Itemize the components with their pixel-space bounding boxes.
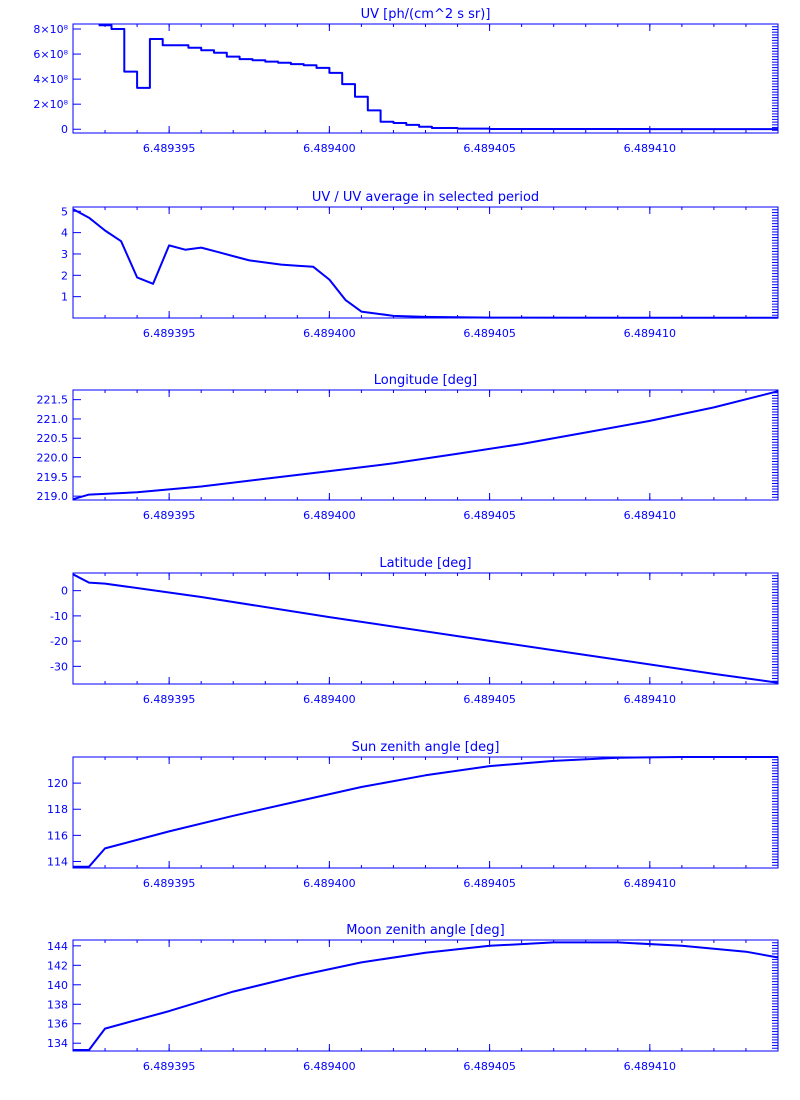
- x-tick-label: 6.489395: [143, 1060, 196, 1073]
- y-tick-label: 6×10⁸: [33, 48, 68, 61]
- y-tick-label: -10: [50, 610, 68, 623]
- chart-title: Moon zenith angle [deg]: [346, 923, 504, 938]
- chart-panel-5: Sun zenith angle [deg] 6.489395 6.489400 6.…: [47, 740, 779, 890]
- chart-panel-6: Moon zenith angle [deg] 6.489395 6.489400 6…: [47, 923, 779, 1073]
- plot-frame: [72, 756, 779, 869]
- x-tick-label: 6.489410: [624, 693, 677, 706]
- chart-panel-4: Latitude [deg] 6.489395 6.489400 6.489405 6.…: [50, 556, 779, 706]
- plot-frame: [72, 389, 779, 501]
- y-tick-label: 1: [61, 291, 68, 304]
- chart-panel-3: Longitude [deg] 6.489395 6.489400 6.489405 6…: [37, 373, 779, 522]
- x-tick-label: 6.489405: [463, 142, 516, 155]
- x-tick-label: 6.489405: [463, 509, 516, 522]
- y-tick-label: 0: [61, 585, 68, 598]
- y-tick-label: 220.5: [37, 432, 69, 445]
- chart-title: Sun zenith angle [deg]: [352, 740, 500, 755]
- x-tick-label: 6.489410: [624, 1060, 677, 1073]
- chart-panel-1: UV [ph/(cm^2 s sr)] 6.489395 6.489400 6.489…: [33, 7, 779, 155]
- chart-title: Latitude [deg]: [379, 556, 471, 571]
- x-tick-label: 6.489400: [303, 142, 356, 155]
- x-tick-label: 6.489405: [463, 693, 516, 706]
- chart-panel-2: UV / UV average in selected period 6.4893…: [61, 190, 779, 340]
- y-tick-label: 3: [61, 248, 68, 261]
- y-tick-label: 120: [47, 777, 68, 790]
- x-tick-label: 6.489410: [624, 509, 677, 522]
- x-tick-label: 6.489405: [463, 877, 516, 890]
- y-tick-label: 2×10⁸: [33, 98, 68, 111]
- chart-title: UV [ph/(cm^2 s sr)]: [361, 7, 491, 22]
- y-tick-label: 114: [47, 855, 68, 868]
- y-tick-label: 134: [47, 1037, 68, 1050]
- y-tick-label: 144: [47, 940, 68, 953]
- plot-frame: [72, 206, 779, 319]
- x-tick-label: 6.489400: [303, 877, 356, 890]
- y-tick-label: 118: [47, 803, 68, 816]
- x-tick-label: 6.489395: [143, 877, 196, 890]
- y-tick-label: 219.5: [37, 471, 69, 484]
- chart-title: Longitude [deg]: [374, 373, 477, 388]
- y-tick-label: 140: [47, 979, 68, 992]
- y-tick-label: 4: [61, 227, 68, 240]
- y-tick-label: 221.5: [37, 394, 69, 407]
- y-tick-label: -30: [50, 660, 68, 673]
- x-tick-label: 6.489410: [624, 142, 677, 155]
- y-tick-label: 136: [47, 1018, 68, 1031]
- series-line: [72, 208, 778, 319]
- series-line: [73, 941, 779, 1051]
- x-tick-label: 6.489405: [463, 327, 516, 340]
- y-tick-label: 142: [47, 959, 68, 972]
- series-line: [72, 390, 779, 501]
- series-line: [98, 24, 778, 131]
- y-tick-label: 8×10⁸: [33, 23, 68, 36]
- x-tick-label: 6.489410: [624, 877, 677, 890]
- y-tick-label: 221.0: [37, 413, 69, 426]
- x-tick-label: 6.489395: [143, 142, 196, 155]
- y-tick-label: 220.0: [37, 452, 69, 465]
- plot-frame: [72, 23, 779, 134]
- x-tick-label: 6.489400: [303, 509, 356, 522]
- x-tick-label: 6.489400: [303, 1060, 356, 1073]
- y-tick-label: 4×10⁸: [33, 73, 68, 86]
- x-tick-label: 6.489410: [624, 327, 677, 340]
- y-tick-label: 219.0: [37, 490, 69, 503]
- y-tick-label: 138: [47, 998, 68, 1011]
- y-tick-label: 2: [61, 269, 68, 282]
- y-tick-label: 0: [61, 123, 68, 136]
- x-tick-label: 6.489405: [463, 1060, 516, 1073]
- x-tick-label: 6.489400: [303, 327, 356, 340]
- x-tick-label: 6.489395: [143, 327, 196, 340]
- series-line: [72, 573, 779, 684]
- x-tick-label: 6.489395: [143, 693, 196, 706]
- x-tick-label: 6.489395: [143, 509, 196, 522]
- chart-title: UV / UV average in selected period: [312, 190, 539, 205]
- y-tick-label: -20: [50, 635, 68, 648]
- y-tick-label: 116: [47, 829, 68, 842]
- y-tick-label: 5: [61, 205, 68, 218]
- x-tick-label: 6.489400: [303, 693, 356, 706]
- series-line: [73, 756, 778, 868]
- plot-frame: [72, 939, 779, 1052]
